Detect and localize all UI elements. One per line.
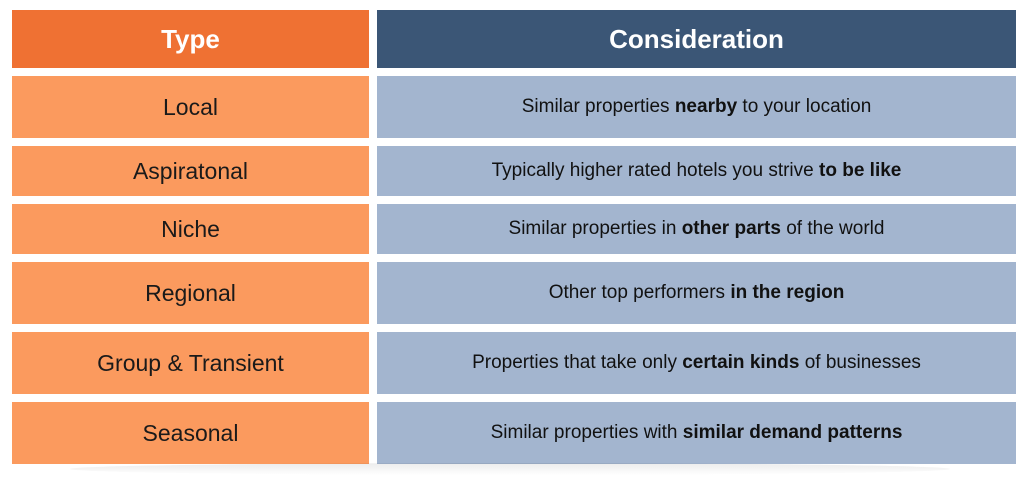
consideration-cell: Typically higher rated hotels you strive… (377, 146, 1016, 196)
table-header-row: Type Consideration (12, 10, 1016, 68)
consideration-emphasis: certain kinds (682, 352, 800, 373)
consideration-emphasis: similar demand patterns (682, 422, 903, 443)
comparison-table: Type Consideration Local Similar propert… (12, 10, 1016, 464)
consideration-emphasis: nearby (674, 96, 738, 117)
consideration-emphasis: to be like (819, 160, 902, 181)
consideration-cell: Similar properties in other parts of the… (377, 204, 1016, 254)
consideration-text-end: of the world (780, 218, 885, 239)
type-cell: Regional (12, 262, 369, 324)
table-row: Aspiratonal Typically higher rated hotel… (12, 146, 1016, 196)
consideration-text: Other top performers (548, 282, 731, 303)
table-row: Group & Transient Properties that take o… (12, 332, 1016, 394)
type-cell: Local (12, 76, 369, 138)
table-row: Regional Other top performers in the reg… (12, 262, 1016, 324)
type-cell: Niche (12, 204, 369, 254)
type-cell: Aspiratonal (12, 146, 369, 196)
consideration-text: Similar properties with (490, 422, 683, 443)
consideration-text-end: to your location (737, 96, 872, 117)
consideration-text: Typically higher rated hotels you strive (491, 160, 820, 181)
type-cell: Group & Transient (12, 332, 369, 394)
consideration-cell: Similar properties nearby to your locati… (377, 76, 1016, 138)
table-row: Niche Similar properties in other parts … (12, 204, 1016, 254)
consideration-text: Similar properties in (508, 218, 682, 239)
consideration-emphasis: in the region (730, 282, 845, 303)
consideration-cell: Other top performers in the region (377, 262, 1016, 324)
type-column-header: Type (12, 10, 369, 68)
table-row: Seasonal Similar properties with similar… (12, 402, 1016, 464)
table-row: Local Similar properties nearby to your … (12, 76, 1016, 138)
consideration-emphasis: other parts (681, 218, 781, 239)
table-shadow (70, 463, 950, 475)
consideration-column-header: Consideration (377, 10, 1016, 68)
consideration-cell: Similar properties with similar demand p… (377, 402, 1016, 464)
type-cell: Seasonal (12, 402, 369, 464)
consideration-cell: Properties that take only certain kinds … (377, 332, 1016, 394)
consideration-text: Similar properties (521, 96, 675, 117)
consideration-text-end: of businesses (799, 352, 921, 373)
consideration-text: Properties that take only (472, 352, 683, 373)
